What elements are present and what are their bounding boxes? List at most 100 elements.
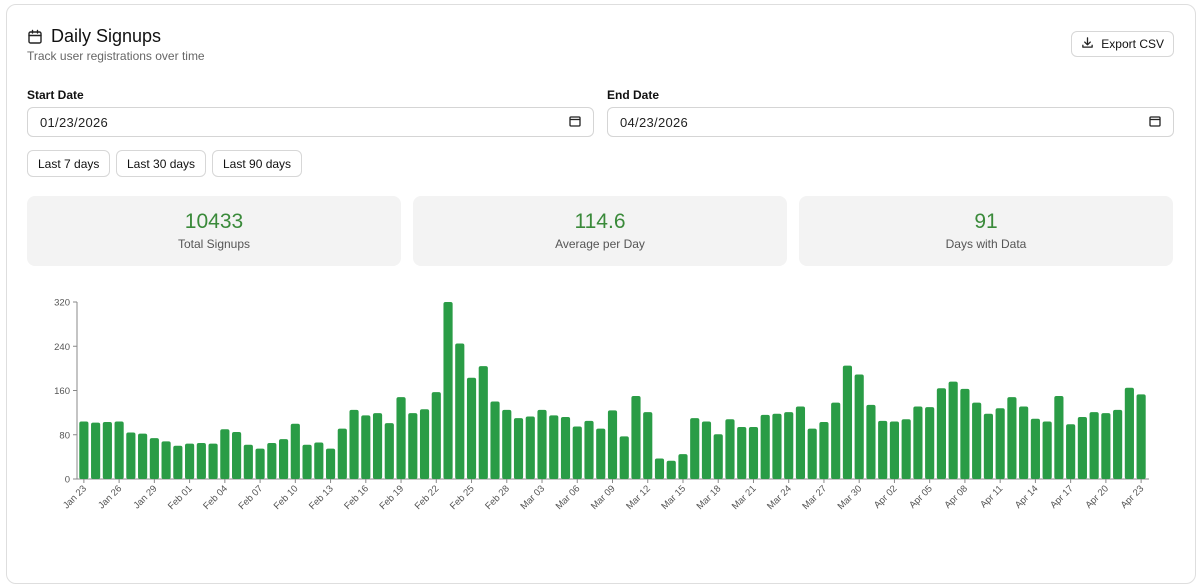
bar-apr-22 bbox=[1124, 387, 1134, 479]
bar-feb-12 bbox=[314, 442, 324, 479]
bar-mar-30 bbox=[854, 374, 864, 479]
x-tick-label: Mar 12 bbox=[624, 483, 653, 512]
x-tick-label: Jan 23 bbox=[61, 483, 89, 511]
header: Daily Signups bbox=[27, 26, 161, 47]
bar-feb-17 bbox=[372, 413, 383, 479]
bar-mar-19 bbox=[725, 419, 735, 479]
bar-apr-21 bbox=[1113, 409, 1123, 479]
bar-mar-16 bbox=[690, 418, 700, 479]
x-tick-label: Feb 13 bbox=[307, 483, 336, 512]
bar-mar-29 bbox=[842, 365, 853, 479]
bar-jan-27 bbox=[126, 432, 136, 479]
end-date-input[interactable]: 04/23/2026 bbox=[607, 107, 1174, 137]
calendar-icon bbox=[27, 29, 43, 45]
bar-apr-08 bbox=[960, 388, 970, 479]
bar-mar-09 bbox=[607, 410, 618, 479]
x-tick-label: Apr 05 bbox=[907, 483, 935, 511]
x-tick-label: Feb 28 bbox=[483, 483, 512, 512]
bar-mar-06 bbox=[572, 426, 582, 479]
bar-jan-23 bbox=[79, 421, 89, 479]
y-tick-label: 0 bbox=[65, 475, 70, 486]
x-tick-label: Apr 14 bbox=[1013, 483, 1041, 511]
stat-label: Total Signups bbox=[177, 237, 251, 251]
bar-mar-05 bbox=[560, 417, 571, 479]
x-tick-label: Mar 30 bbox=[836, 483, 865, 512]
stat-label: Days with Data bbox=[945, 237, 1027, 251]
bar-feb-27 bbox=[490, 401, 500, 479]
bar-feb-04 bbox=[220, 429, 230, 479]
calendar-picker-icon[interactable] bbox=[569, 115, 581, 130]
last-90-days-button[interactable]: Last 90 days bbox=[212, 150, 303, 177]
bar-mar-07 bbox=[584, 420, 594, 479]
bar-mar-15 bbox=[678, 454, 688, 479]
bar-mar-12 bbox=[643, 412, 653, 479]
bar-feb-22 bbox=[431, 392, 441, 479]
bar-apr-09 bbox=[972, 402, 982, 479]
bar-feb-21 bbox=[419, 409, 430, 479]
bar-jan-24 bbox=[91, 422, 101, 479]
page-subtitle: Track user registrations over time bbox=[27, 49, 205, 63]
bar-mar-13 bbox=[654, 458, 665, 479]
bar-feb-18 bbox=[384, 423, 394, 479]
bar-mar-11 bbox=[631, 396, 641, 479]
y-tick-label: 80 bbox=[59, 430, 70, 441]
bar-apr-07 bbox=[948, 381, 958, 479]
stat-days-with-data: 91 Days with Data bbox=[799, 196, 1173, 266]
bar-mar-23 bbox=[772, 413, 782, 479]
bar-feb-25 bbox=[466, 377, 477, 479]
y-tick-label: 160 bbox=[54, 386, 70, 397]
calendar-picker-icon[interactable] bbox=[1149, 115, 1161, 130]
bar-apr-16 bbox=[1054, 396, 1064, 479]
x-tick-label: Feb 22 bbox=[413, 483, 442, 512]
bar-feb-14 bbox=[337, 428, 347, 479]
export-csv-button[interactable]: Export CSV bbox=[1071, 31, 1174, 57]
stat-value: 114.6 bbox=[574, 210, 626, 233]
stat-total-signups: 10433 Total Signups bbox=[27, 196, 401, 266]
end-date-label: End Date bbox=[607, 88, 660, 102]
bar-mar-08 bbox=[596, 428, 606, 479]
download-icon bbox=[1081, 36, 1094, 52]
y-tick-label: 240 bbox=[54, 342, 70, 353]
bar-feb-24 bbox=[455, 343, 465, 479]
start-date-value: 01/23/2026 bbox=[40, 114, 109, 130]
bar-feb-11 bbox=[302, 444, 312, 479]
bar-feb-05 bbox=[232, 431, 242, 479]
bar-jan-28 bbox=[138, 433, 148, 479]
bar-feb-07 bbox=[255, 448, 265, 479]
x-tick-label: Feb 25 bbox=[448, 483, 477, 512]
signups-card bbox=[6, 4, 1196, 584]
x-tick-label: Mar 18 bbox=[695, 483, 724, 512]
bar-mar-21 bbox=[748, 427, 759, 479]
bar-feb-19 bbox=[396, 397, 406, 479]
x-tick-label: Feb 01 bbox=[166, 483, 195, 512]
bar-jan-31 bbox=[173, 445, 183, 479]
x-tick-label: Mar 27 bbox=[800, 483, 829, 512]
bar-apr-12 bbox=[1007, 397, 1017, 479]
bar-feb-28 bbox=[502, 409, 512, 479]
y-tick-label: 320 bbox=[54, 298, 70, 309]
bar-feb-06 bbox=[243, 444, 253, 479]
x-tick-label: Apr 20 bbox=[1083, 483, 1111, 511]
start-date-input[interactable]: 01/23/2026 bbox=[27, 107, 594, 137]
x-tick-label: Mar 21 bbox=[730, 483, 759, 512]
x-tick-label: Apr 11 bbox=[978, 483, 1005, 510]
bar-feb-20 bbox=[408, 413, 418, 479]
bar-mar-28 bbox=[831, 402, 841, 479]
bar-apr-03 bbox=[901, 419, 911, 479]
x-tick-label: Feb 10 bbox=[272, 483, 301, 512]
x-tick-label: Feb 16 bbox=[342, 483, 371, 512]
bar-mar-31 bbox=[866, 404, 876, 479]
x-tick-label: Mar 15 bbox=[659, 483, 688, 512]
bar-mar-04 bbox=[549, 415, 559, 479]
bar-apr-04 bbox=[913, 406, 923, 479]
last-7-days-button[interactable]: Last 7 days bbox=[27, 150, 111, 177]
bar-jan-29 bbox=[149, 438, 159, 479]
x-tick-label: Feb 04 bbox=[201, 483, 230, 512]
bar-mar-18 bbox=[713, 434, 723, 479]
stat-average-per-day: 114.6 Average per Day bbox=[413, 196, 787, 266]
last-30-days-button[interactable]: Last 30 days bbox=[116, 150, 207, 177]
x-tick-label: Jan 26 bbox=[96, 483, 124, 511]
bar-jan-26 bbox=[114, 421, 124, 479]
end-date-value: 04/23/2026 bbox=[620, 114, 689, 130]
bar-feb-10 bbox=[290, 423, 300, 479]
